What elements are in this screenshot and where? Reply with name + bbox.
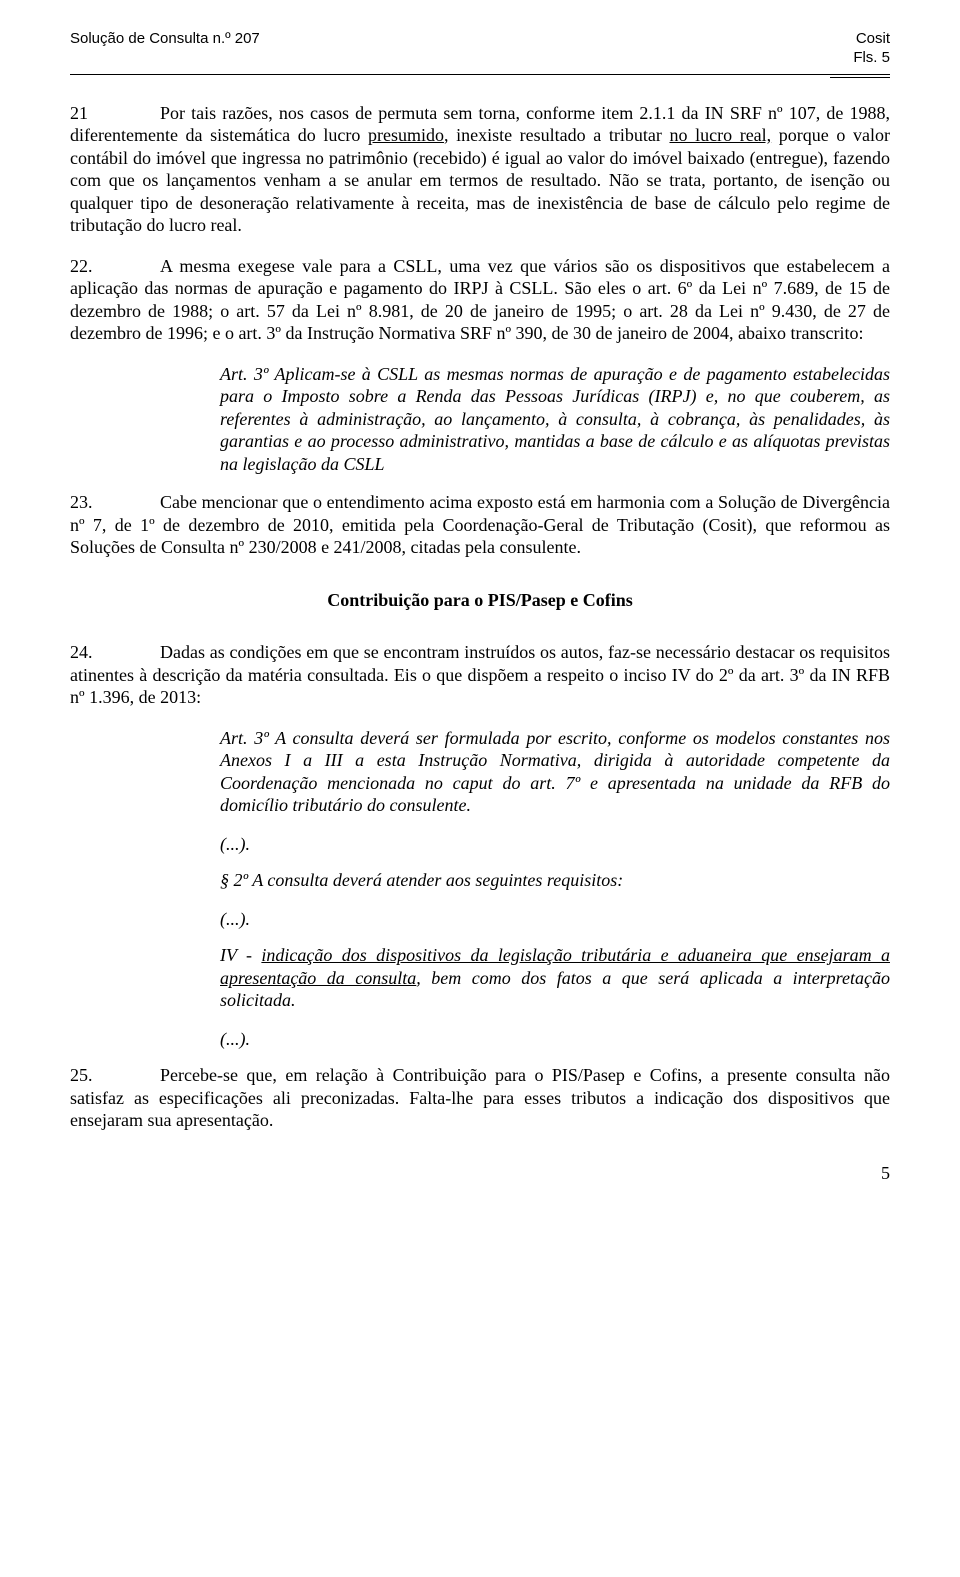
para-23-number: 23. bbox=[70, 491, 160, 514]
ellipsis-2: (...). bbox=[220, 908, 890, 931]
quote-iv-prefix: IV - bbox=[220, 945, 261, 965]
page-header: Solução de Consulta n.º 207 Cosit Fls. 5 bbox=[70, 30, 890, 68]
paragraph-22: 22.A mesma exegese vale para a CSLL, uma… bbox=[70, 255, 890, 345]
header-right-title: Cosit bbox=[853, 30, 890, 49]
para-22-number: 22. bbox=[70, 255, 160, 278]
block-quote-art3-csll: Art. 3º Aplicam-se à CSLL as mesmas norm… bbox=[220, 363, 890, 476]
paragraph-23: 23.Cabe mencionar que o entendimento aci… bbox=[70, 491, 890, 559]
block-quote-par2: § 2º A consulta deverá atender aos segui… bbox=[220, 869, 890, 892]
header-divider bbox=[70, 74, 890, 75]
block-quote-iv: IV - indicação dos dispositivos da legis… bbox=[220, 944, 890, 1012]
para-21-underline-2: no lucro real, bbox=[669, 125, 771, 145]
para-25-number: 25. bbox=[70, 1064, 160, 1087]
para-22-text: A mesma exegese vale para a CSLL, uma ve… bbox=[70, 256, 890, 344]
para-21-underline-1: presumido bbox=[368, 125, 444, 145]
header-right-sub: Fls. 5 bbox=[853, 49, 890, 68]
ellipsis-1: (...). bbox=[220, 833, 890, 856]
para-24-text: Dadas as condições em que se encontram i… bbox=[70, 642, 890, 707]
paragraph-21: 21Por tais razões, nos casos de permuta … bbox=[70, 102, 890, 237]
section-title-pis-cofins: Contribuição para o PIS/Pasep e Cofins bbox=[70, 589, 890, 612]
header-left: Solução de Consulta n.º 207 bbox=[70, 30, 260, 68]
para-21-text-b: , inexiste resultado a tributar bbox=[444, 125, 670, 145]
block-quote-art3-consulta: Art. 3º A consulta deverá ser formulada … bbox=[220, 727, 890, 817]
para-21-number: 21 bbox=[70, 102, 160, 125]
para-24-number: 24. bbox=[70, 641, 160, 664]
page-number: 5 bbox=[70, 1162, 890, 1185]
para-25-text: Percebe-se que, em relação à Contribuiçã… bbox=[70, 1065, 890, 1130]
paragraph-25: 25.Percebe-se que, em relação à Contribu… bbox=[70, 1064, 890, 1132]
header-right: Cosit Fls. 5 bbox=[853, 30, 890, 68]
para-23-text: Cabe mencionar que o entendimento acima … bbox=[70, 492, 890, 557]
ellipsis-3: (...). bbox=[220, 1028, 890, 1051]
header-short-divider bbox=[830, 77, 890, 78]
paragraph-24: 24.Dadas as condições em que se encontra… bbox=[70, 641, 890, 709]
